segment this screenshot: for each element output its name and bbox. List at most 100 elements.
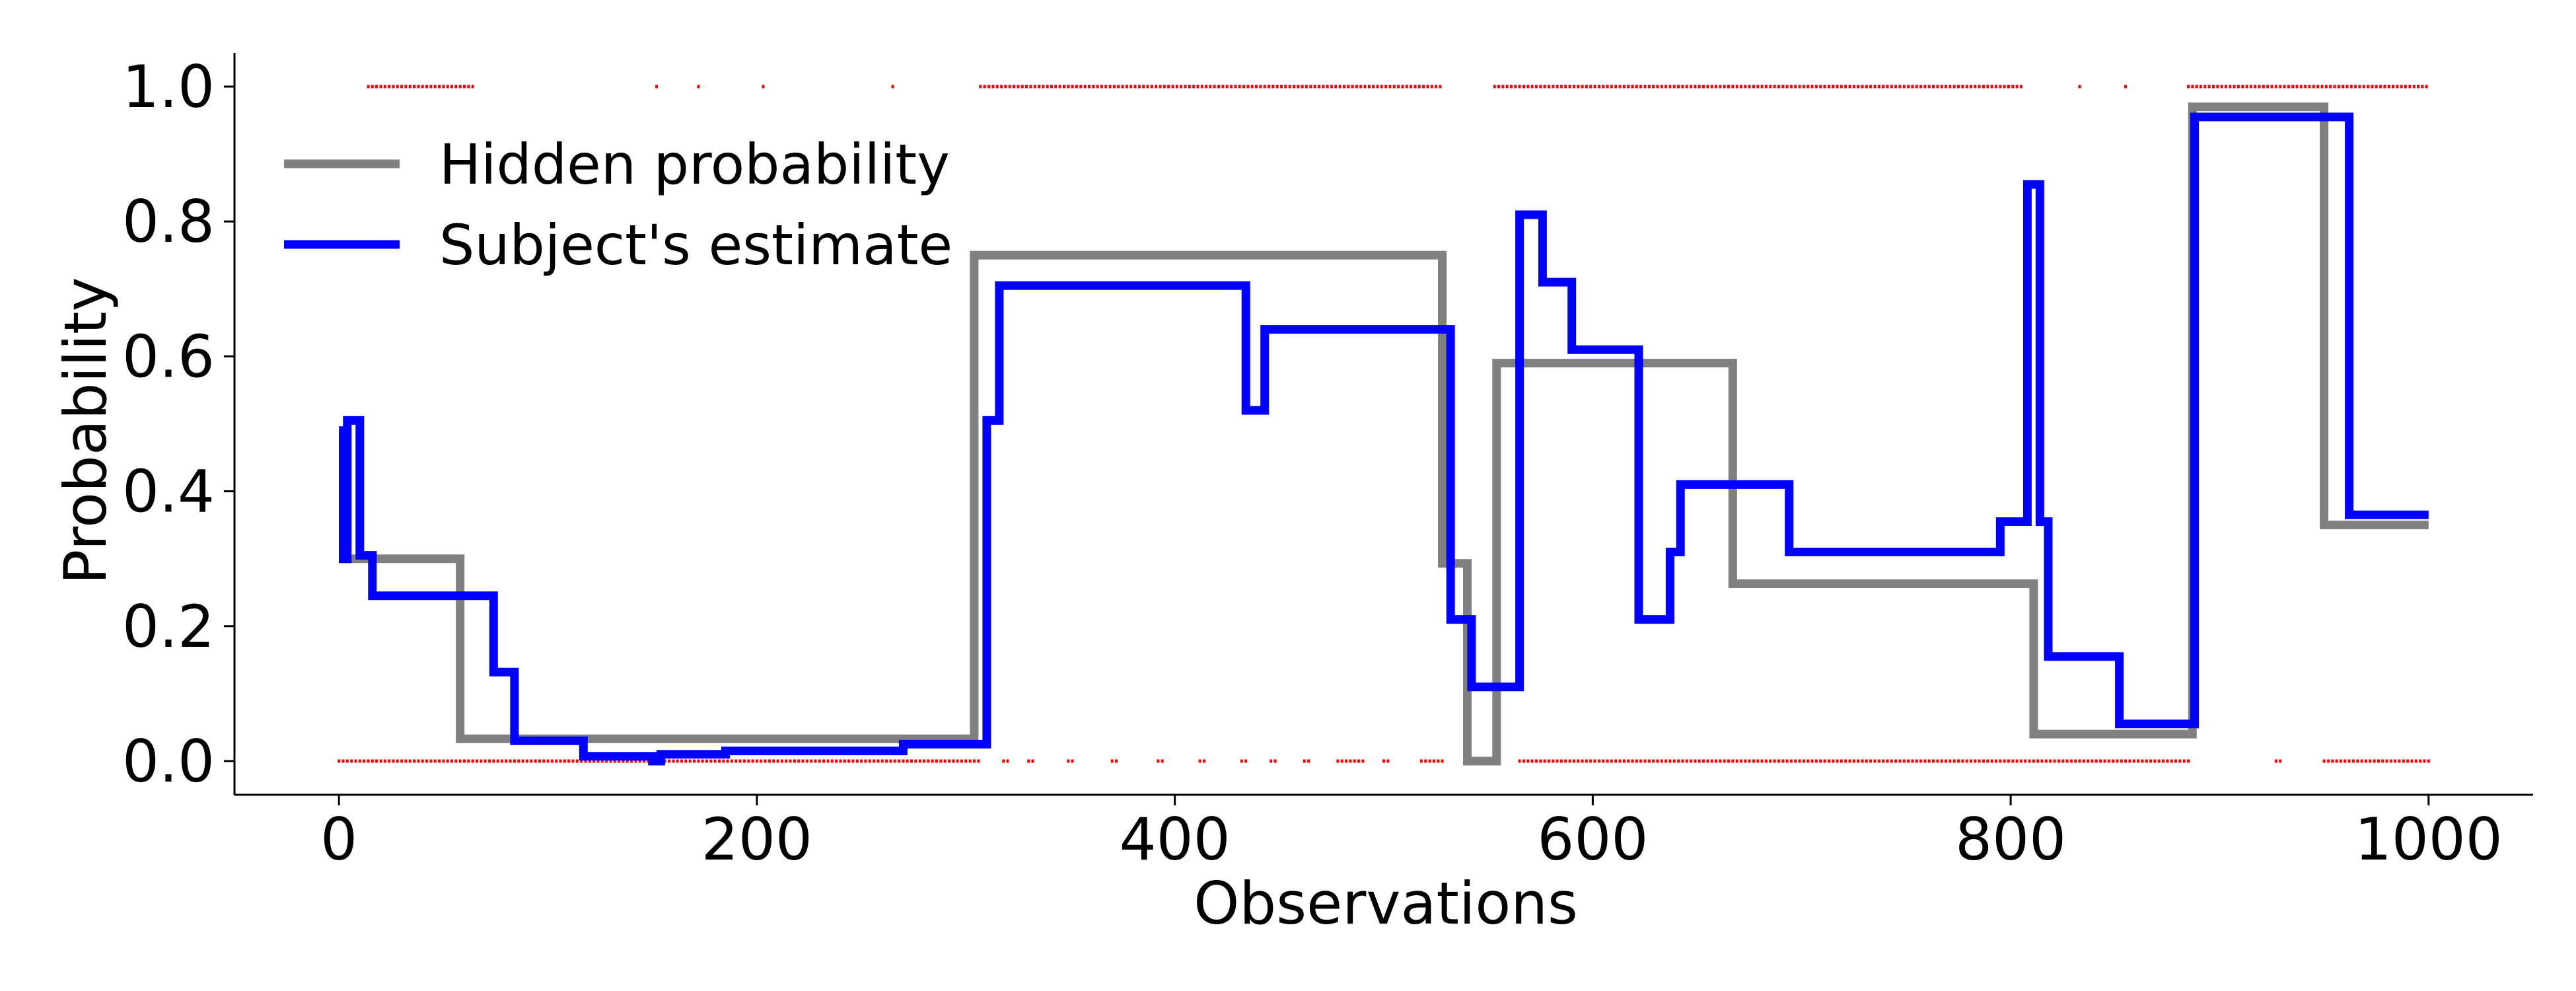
observation-zero-dot <box>534 759 537 763</box>
observation-one-dot <box>1781 85 1785 89</box>
observation-zero-dot <box>2406 759 2410 763</box>
observation-zero-dot <box>433 759 437 763</box>
observation-zero-dot <box>513 759 516 763</box>
observation-zero-dot <box>2389 759 2392 763</box>
observation-one-dot <box>1886 85 1889 89</box>
observation-one-dot <box>2312 85 2315 89</box>
observation-one-dot <box>2274 85 2277 89</box>
observation-zero-dot <box>1827 759 1830 763</box>
observation-one-dot <box>2299 85 2303 89</box>
observation-zero-dot <box>2402 759 2405 763</box>
observation-zero-dot <box>1945 759 1947 763</box>
observation-zero-dot <box>789 759 792 763</box>
observation-zero-dot <box>776 759 779 763</box>
observation-zero-dot <box>2166 759 2169 763</box>
observation-one-dot <box>1175 85 1178 89</box>
observation-zero-dot <box>2182 759 2186 763</box>
observation-one-dot <box>1810 85 1814 89</box>
observation-one-dot <box>2324 85 2328 89</box>
observation-one-dot <box>1322 85 1325 89</box>
observation-zero-dot <box>1994 759 1997 763</box>
observation-zero-dot <box>458 759 462 763</box>
observation-one-dot <box>1677 85 1680 89</box>
observation-one-dot <box>400 85 404 89</box>
observation-one-dot <box>1848 85 1851 89</box>
observation-zero-dot <box>1952 759 1956 763</box>
observation-one-dot <box>421 85 424 89</box>
observation-one-dot <box>1501 85 1505 89</box>
observation-zero-dot <box>1382 759 1385 763</box>
observation-zero-dot <box>634 759 637 763</box>
observation-one-dot <box>1836 85 1839 89</box>
observation-zero-dot <box>1115 759 1118 763</box>
observation-one-dot <box>1104 85 1108 89</box>
observation-one-dot <box>1660 85 1663 89</box>
observation-zero-dot <box>2327 759 2330 763</box>
observation-zero-dot <box>931 759 934 763</box>
observation-one-dot <box>1020 85 1024 89</box>
observation-zero-dot <box>718 759 721 763</box>
observation-one-dot <box>1547 85 1550 89</box>
observation-zero-dot <box>1882 759 1885 763</box>
series-line-subjects-estimate <box>339 112 2429 766</box>
observation-one-dot <box>1050 85 1053 89</box>
observation-zero-dot <box>1690 759 1693 763</box>
observation-one-dot <box>987 85 991 89</box>
observation-zero-dot <box>2178 759 2182 763</box>
observation-zero-dot <box>814 759 817 763</box>
x-axis-title: Observations <box>1194 869 1578 937</box>
observation-zero-dot <box>1740 759 1742 763</box>
observation-one-dot <box>383 85 386 89</box>
observation-one-dot <box>2270 85 2273 89</box>
observation-one-dot <box>2224 85 2227 89</box>
observation-zero-dot <box>693 759 696 763</box>
observation-one-dot <box>1405 85 1408 89</box>
observation-zero-dot <box>2141 759 2144 763</box>
observation-zero-dot <box>2423 759 2426 763</box>
observation-one-dot <box>2212 85 2215 89</box>
observation-one-dot <box>438 85 441 89</box>
observation-zero-dot <box>672 759 675 763</box>
observation-zero-dot <box>1031 759 1034 763</box>
observation-one-dot <box>991 85 995 89</box>
observation-zero-dot <box>738 759 742 763</box>
observation-zero-dot <box>977 759 980 763</box>
observation-zero-dot <box>1157 759 1160 763</box>
observation-zero-dot <box>1927 759 1931 763</box>
observation-zero-dot <box>1898 759 1902 763</box>
observation-zero-dot <box>1307 759 1310 763</box>
observation-one-dot <box>1000 85 1003 89</box>
y-tick-label: 0.6 <box>122 322 215 390</box>
observation-zero-dot <box>1672 759 1676 763</box>
observation-one-dot <box>2333 85 2336 89</box>
observation-one-dot <box>1840 85 1843 89</box>
observation-zero-dot <box>1685 759 1688 763</box>
observation-zero-dot <box>1902 759 1906 763</box>
observation-one-dot <box>1552 85 1555 89</box>
observation-zero-dot <box>2007 759 2010 763</box>
observation-one-dot <box>1042 85 1045 89</box>
observation-zero-dot <box>1198 759 1201 763</box>
observation-one-dot <box>1927 85 1931 89</box>
observation-zero-dot <box>1110 759 1114 763</box>
observation-zero-dot <box>584 759 587 763</box>
observation-zero-dot <box>492 759 495 763</box>
observation-zero-dot <box>2099 759 2102 763</box>
observation-zero-dot <box>1970 759 1972 763</box>
observation-one-dot <box>1146 85 1149 89</box>
observation-one-dot <box>1698 85 1701 89</box>
observation-zero-dot <box>417 759 420 763</box>
observation-one-dot <box>1401 85 1404 89</box>
observation-zero-dot <box>1886 759 1889 763</box>
observation-one-dot <box>1426 85 1429 89</box>
observation-one-dot <box>2387 85 2390 89</box>
observation-zero-dot <box>1597 759 1600 763</box>
observation-zero-dot <box>2061 759 2065 763</box>
observation-one-dot <box>2207 85 2211 89</box>
observation-zero-dot <box>1748 759 1751 763</box>
observation-zero-dot <box>676 759 679 763</box>
y-axis-title: Probability <box>52 277 120 584</box>
observation-zero-dot <box>1437 759 1440 763</box>
observation-zero-dot <box>2128 759 2131 763</box>
observation-zero-dot <box>1643 759 1647 763</box>
